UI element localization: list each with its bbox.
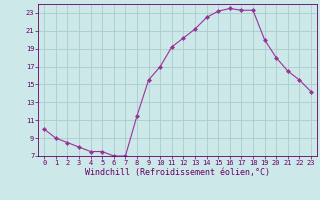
X-axis label: Windchill (Refroidissement éolien,°C): Windchill (Refroidissement éolien,°C) [85,168,270,177]
